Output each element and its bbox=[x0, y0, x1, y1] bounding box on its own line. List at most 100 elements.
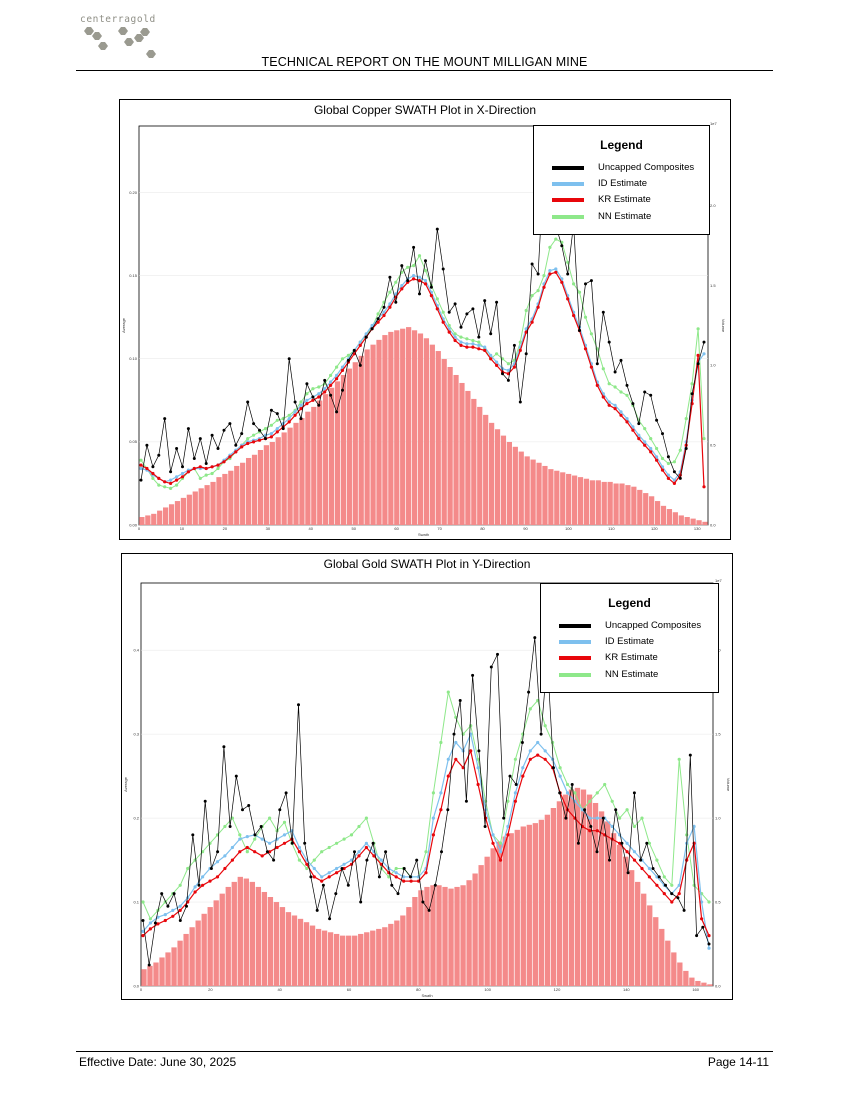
data-point bbox=[305, 382, 309, 386]
data-point bbox=[583, 808, 587, 812]
volume-bar bbox=[269, 442, 275, 525]
volume-bar bbox=[653, 917, 659, 986]
data-point bbox=[335, 373, 339, 377]
data-point bbox=[222, 460, 226, 464]
data-point bbox=[247, 804, 251, 807]
volume-bar bbox=[683, 970, 689, 986]
data-point bbox=[625, 808, 629, 812]
data-point bbox=[543, 749, 547, 753]
data-point bbox=[423, 279, 428, 283]
volume-bar bbox=[478, 865, 484, 986]
data-point bbox=[551, 757, 555, 761]
data-point bbox=[447, 330, 451, 334]
data-point bbox=[139, 478, 143, 482]
data-point bbox=[139, 463, 143, 467]
volume-bar bbox=[180, 497, 187, 525]
data-point bbox=[228, 422, 232, 426]
series-kr-estimate bbox=[139, 270, 706, 489]
y2-axis-label: Volume bbox=[726, 778, 731, 792]
volume-bar bbox=[649, 496, 655, 525]
data-point bbox=[349, 833, 354, 837]
volume-bar bbox=[530, 459, 536, 525]
data-point bbox=[610, 799, 614, 803]
volume-bar bbox=[677, 962, 683, 986]
data-point bbox=[595, 829, 599, 833]
data-point bbox=[371, 841, 375, 845]
data-point bbox=[435, 307, 439, 311]
volume-bar bbox=[512, 446, 518, 525]
data-point bbox=[388, 275, 392, 279]
legend-label: KR Estimate bbox=[598, 194, 651, 205]
data-point bbox=[702, 437, 706, 441]
x-tick-label: 160 bbox=[692, 987, 699, 992]
data-point bbox=[666, 476, 671, 480]
volume-bar bbox=[364, 349, 370, 525]
data-point bbox=[400, 264, 404, 268]
data-point bbox=[192, 457, 196, 460]
data-point bbox=[662, 892, 666, 896]
data-point bbox=[696, 362, 700, 366]
volume-bar bbox=[305, 411, 311, 525]
data-point bbox=[323, 387, 327, 391]
data-point bbox=[417, 279, 422, 283]
legend-item-id: ID Estimate bbox=[552, 177, 647, 191]
data-point bbox=[268, 816, 272, 820]
data-point bbox=[290, 841, 294, 845]
data-point bbox=[684, 447, 688, 450]
data-point bbox=[607, 400, 611, 404]
y2-tick-label: 0.0 bbox=[715, 983, 721, 988]
data-point bbox=[471, 338, 475, 343]
data-point bbox=[387, 875, 391, 879]
volume-bar bbox=[358, 933, 364, 986]
volume-bar bbox=[297, 918, 304, 986]
data-point bbox=[678, 476, 682, 480]
data-point bbox=[370, 327, 374, 331]
volume-bar bbox=[400, 328, 406, 525]
data-point bbox=[702, 485, 706, 489]
volume-bar bbox=[607, 481, 613, 525]
data-point bbox=[287, 357, 291, 361]
data-point bbox=[469, 724, 473, 728]
footer-rule bbox=[76, 1051, 773, 1052]
data-point bbox=[317, 403, 321, 407]
report-title: TECHNICAL REPORT ON THE MOUNT MILLIGAN M… bbox=[261, 55, 588, 69]
data-point bbox=[263, 427, 268, 431]
effective-date: Effective Date: June 30, 2025 bbox=[79, 1055, 237, 1069]
data-point bbox=[632, 858, 637, 862]
volume-bar bbox=[165, 952, 171, 986]
data-point bbox=[269, 423, 273, 427]
data-point bbox=[238, 850, 242, 854]
data-point bbox=[685, 833, 689, 837]
volume-bar bbox=[333, 933, 340, 986]
data-point bbox=[660, 456, 665, 461]
legend-item-kr: KR Estimate bbox=[559, 651, 658, 665]
volume-bar bbox=[245, 457, 252, 525]
legend-item-uncapped: Uncapped Composites bbox=[552, 161, 694, 175]
volume-bar bbox=[690, 518, 696, 525]
data-point bbox=[506, 824, 510, 829]
data-point bbox=[512, 343, 516, 347]
data-point bbox=[275, 427, 279, 431]
legend-item-id: ID Estimate bbox=[559, 635, 654, 649]
data-point bbox=[275, 418, 279, 422]
volume-bar bbox=[678, 515, 684, 525]
y2-axis-label: Volume bbox=[721, 319, 726, 333]
series-id-estimate bbox=[141, 732, 711, 950]
x-tick-label: 20 bbox=[208, 987, 213, 992]
data-point bbox=[299, 417, 303, 421]
data-point bbox=[281, 427, 285, 431]
data-point bbox=[382, 305, 386, 309]
data-point bbox=[670, 892, 674, 896]
data-point bbox=[528, 749, 532, 753]
data-point bbox=[320, 850, 324, 854]
x-tick-label: 100 bbox=[484, 987, 491, 992]
data-point bbox=[151, 471, 155, 476]
data-point bbox=[153, 921, 157, 925]
data-point bbox=[433, 883, 437, 887]
volume-bar bbox=[174, 501, 181, 525]
volume-bar bbox=[659, 928, 665, 986]
data-point bbox=[223, 866, 227, 871]
data-point bbox=[186, 427, 190, 431]
data-point bbox=[305, 866, 309, 871]
data-point bbox=[477, 347, 481, 351]
